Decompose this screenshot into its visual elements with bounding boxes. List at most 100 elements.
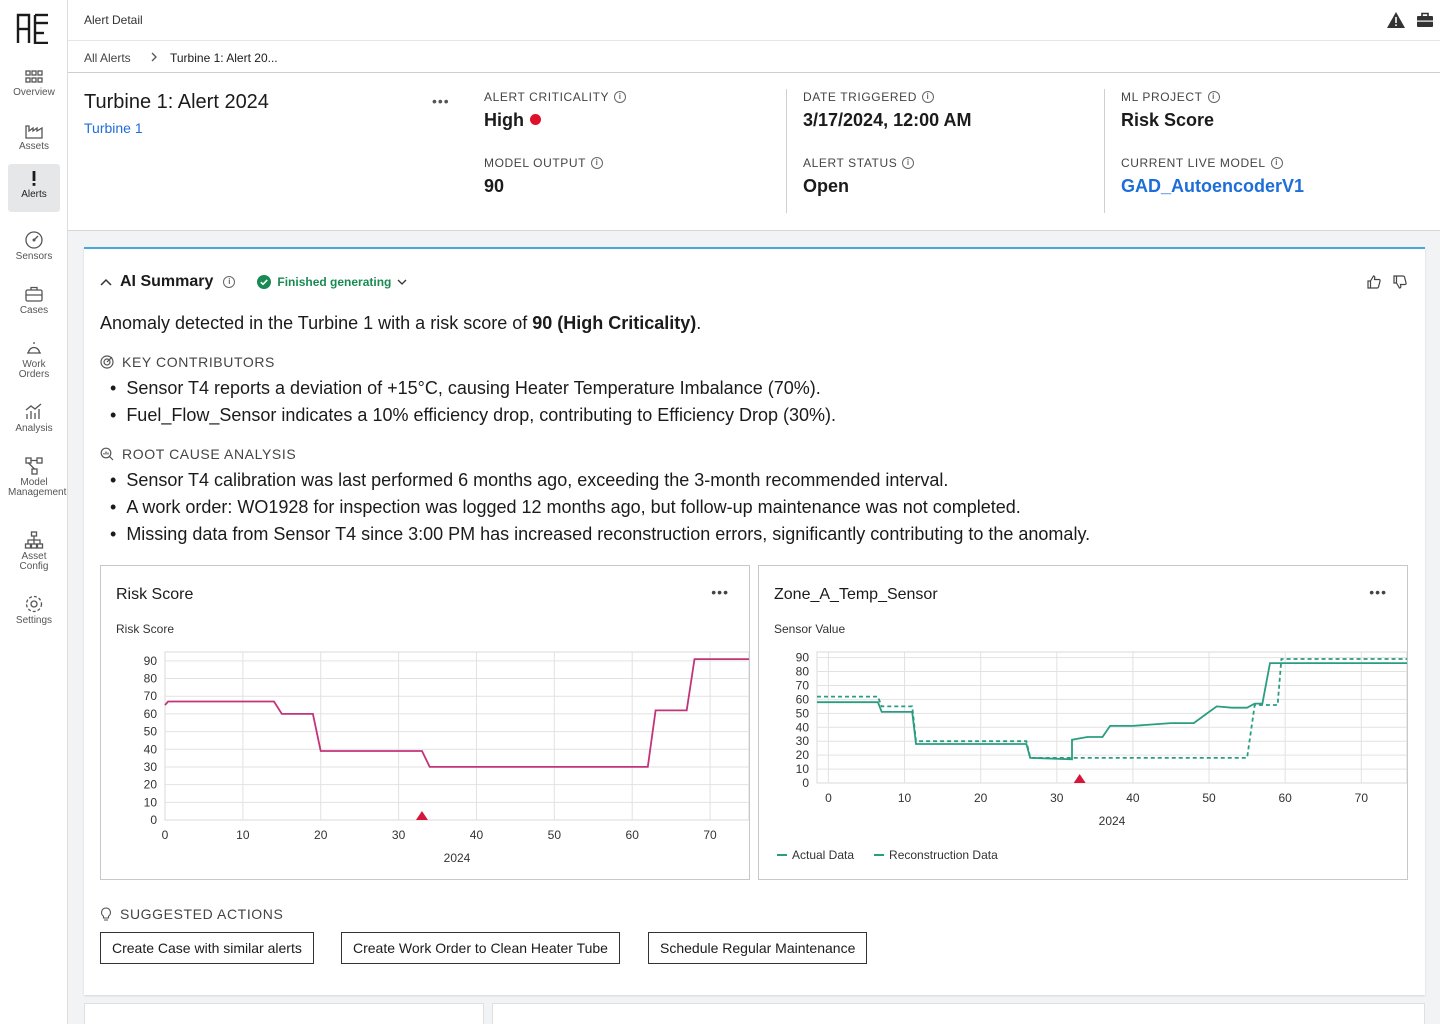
root-cause-label: ROOT CAUSE ANALYSIS xyxy=(100,446,296,462)
model-output-label-text: MODEL OUTPUT xyxy=(484,156,587,170)
x-tick-label: 0 xyxy=(825,791,832,805)
criticality-value: High xyxy=(484,110,541,131)
generation-status[interactable]: Finished generating xyxy=(257,275,407,289)
chart-options-icon[interactable]: ••• xyxy=(711,584,729,600)
x-tick-label: 0 xyxy=(162,828,169,842)
chevron-up-icon[interactable] xyxy=(100,278,112,286)
alert-marker xyxy=(415,811,428,820)
chart-y-label: Sensor Value xyxy=(774,622,846,636)
y-tick-label: 50 xyxy=(144,725,158,739)
info-icon[interactable]: i xyxy=(1270,157,1283,169)
risk-score-chart: Risk Score ••• Risk Score 0 10 20 30 40 50 60 7… xyxy=(100,565,750,880)
magnifier-chart-icon xyxy=(100,447,114,461)
info-icon[interactable]: i xyxy=(614,91,627,103)
y-tick-label: 70 xyxy=(796,678,810,692)
x-tick-label: 30 xyxy=(1050,791,1064,805)
sidebar-item-asset-config[interactable]: Asset Config xyxy=(8,526,60,574)
gauge-icon xyxy=(25,231,43,249)
model-nodes-icon xyxy=(25,457,43,475)
zone-temp-chart: Zone_A_Temp_Sensor ••• Sensor Value 0 10 2… xyxy=(758,565,1408,880)
info-icon[interactable]: i xyxy=(921,91,934,103)
bottom-panel-left xyxy=(84,1003,484,1024)
more-options-icon[interactable]: ••• xyxy=(432,93,450,109)
root-cause-list: Sensor T4 calibration was last performed… xyxy=(110,467,1090,548)
sidebar: Overview Assets Alerts Sensors Cases Wor… xyxy=(0,0,68,1024)
chart-options-icon[interactable]: ••• xyxy=(1369,584,1387,600)
sidebar-item-alerts[interactable]: Alerts xyxy=(8,164,60,212)
gear-icon xyxy=(25,595,43,613)
sidebar-item-model-management[interactable]: Model Management xyxy=(8,452,67,500)
create-case-button[interactable]: Create Case with similar alerts xyxy=(100,932,314,964)
create-work-order-button[interactable]: Create Work Order to Clean Heater Tube xyxy=(341,932,620,964)
thumbs-up-icon[interactable] xyxy=(1367,275,1381,289)
y-tick-label: 30 xyxy=(796,734,810,748)
legend-label: Reconstruction Data xyxy=(889,848,998,862)
plot-frame xyxy=(164,651,749,821)
bell-icon xyxy=(27,342,41,354)
sidebar-item-label: Assets xyxy=(18,141,49,152)
legend-item-reconstruction[interactable]: Reconstruction Data xyxy=(874,848,998,862)
info-icon[interactable]: i xyxy=(591,157,604,169)
x-axis-label: 2024 xyxy=(1099,814,1126,828)
ml-project-label: ML PROJECT i xyxy=(1121,90,1220,104)
alert-status-value: Open xyxy=(803,176,850,196)
y-tick-label: 30 xyxy=(144,760,158,774)
sidebar-item-cases[interactable]: Cases xyxy=(8,280,60,328)
brand-logo-icon[interactable] xyxy=(16,12,50,44)
y-tick-label: 0 xyxy=(150,813,157,827)
info-icon[interactable]: i xyxy=(902,157,915,169)
generation-status-text: Finished generating xyxy=(277,275,392,289)
sidebar-item-analysis[interactable]: Analysis xyxy=(8,398,60,446)
breadcrumb-all-alerts[interactable]: All Alerts xyxy=(84,51,131,65)
sidebar-item-work-orders[interactable]: Work Orders xyxy=(8,334,60,382)
bar-chart-icon xyxy=(25,403,42,419)
date-triggered-label: DATE TRIGGERED i xyxy=(803,90,934,104)
sidebar-item-label: Model Management xyxy=(8,477,67,498)
x-tick-label: 60 xyxy=(626,828,640,842)
series-line-0 xyxy=(164,658,749,768)
y-tick-label: 90 xyxy=(144,654,158,668)
legend-item-actual[interactable]: Actual Data xyxy=(777,848,854,862)
summary-intro: Anomaly detected in the Turbine 1 with a… xyxy=(100,313,701,334)
thumbs-down-icon[interactable] xyxy=(1393,275,1407,289)
model-output-label: MODEL OUTPUT i xyxy=(484,156,604,170)
x-tick-label: 40 xyxy=(470,828,484,842)
live-model-link[interactable]: GAD_AutoencoderV1 xyxy=(1121,176,1305,196)
x-tick-label: 20 xyxy=(314,828,328,842)
x-tick-label: 40 xyxy=(1126,791,1140,805)
criticality-value-text: High xyxy=(484,110,524,130)
schedule-maintenance-button[interactable]: Schedule Regular Maintenance xyxy=(648,932,868,964)
toolbox-icon[interactable] xyxy=(1416,11,1434,29)
x-tick-label: 20 xyxy=(974,791,988,805)
sidebar-item-label: Overview xyxy=(13,87,55,98)
summary-risk-score: 90 (High Criticality) xyxy=(532,313,697,333)
series-line-0 xyxy=(817,662,1407,761)
risk-score-plot: 0 10 20 30 40 50 60 70 80 90 0 10 20 30 40 50 60 70 2024 xyxy=(144,651,749,865)
info-icon[interactable]: i xyxy=(223,276,236,288)
sidebar-item-assets[interactable]: Assets xyxy=(8,118,60,166)
sidebar-item-label: Asset Config xyxy=(19,551,49,572)
sidebar-item-sensors[interactable]: Sensors xyxy=(8,226,60,274)
info-icon[interactable]: i xyxy=(1207,91,1220,103)
x-tick-label: 60 xyxy=(1279,791,1293,805)
x-axis-label: 2024 xyxy=(444,851,471,865)
list-item: Sensor T4 reports a deviation of +15°C, … xyxy=(110,375,836,402)
sidebar-item-settings[interactable]: Settings xyxy=(8,590,60,638)
y-tick-label: 60 xyxy=(796,692,810,706)
lightbulb-icon xyxy=(101,907,111,921)
list-item: A work order: WO1928 for inspection was … xyxy=(110,494,1090,521)
alert-header: Turbine 1: Alert 2024 Turbine 1 ••• ALER… xyxy=(68,73,1440,231)
y-tick-label: 70 xyxy=(144,689,158,703)
list-item: Fuel_Flow_Sensor indicates a 10% efficie… xyxy=(110,402,836,429)
model-output-value: 90 xyxy=(484,176,505,196)
sidebar-item-overview[interactable]: Overview xyxy=(8,64,60,112)
list-item: Missing data from Sensor T4 since 3:00 P… xyxy=(110,521,1090,548)
warning-icon[interactable] xyxy=(1386,11,1406,29)
asset-link[interactable]: Turbine 1 xyxy=(84,120,143,136)
status-label-text: ALERT STATUS xyxy=(803,156,898,170)
chevron-down-icon xyxy=(397,279,407,285)
alert-title: Turbine 1: Alert 2024 xyxy=(84,91,269,113)
date-triggered-value: 3/17/2024, 12:00 AM xyxy=(803,110,972,130)
y-tick-label: 20 xyxy=(144,778,158,792)
briefcase-icon xyxy=(25,286,43,302)
